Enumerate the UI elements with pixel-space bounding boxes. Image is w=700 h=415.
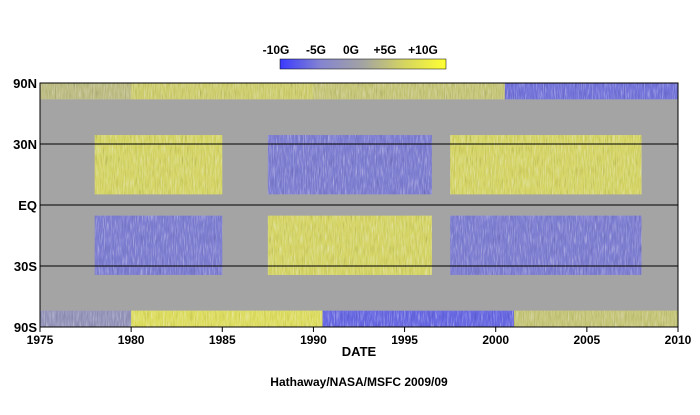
field-region xyxy=(450,135,642,195)
colorbar-label: 0G xyxy=(343,43,359,57)
field-region xyxy=(267,215,432,275)
x-tick-label: 1975 xyxy=(27,333,54,347)
colorbar-label: -5G xyxy=(306,43,326,57)
field-region xyxy=(40,83,132,100)
x-tick-label: 2010 xyxy=(665,333,692,347)
field-region xyxy=(94,215,223,275)
colorbar-label: +5G xyxy=(373,43,396,57)
colorbar: -10G -5G 0G +5G +10G xyxy=(263,43,447,70)
footer-credit: Hathaway/NASA/MSFC 2009/09 xyxy=(270,375,448,389)
field-region xyxy=(450,215,642,275)
field-region xyxy=(504,83,678,100)
x-tick-label: 1980 xyxy=(118,333,145,347)
field-region xyxy=(513,310,678,327)
y-tick-label: 30S xyxy=(14,259,37,274)
colorbar-label: +10G xyxy=(408,43,438,57)
field-region xyxy=(322,310,514,327)
field-region xyxy=(313,83,505,100)
field-region xyxy=(267,135,432,195)
x-tick-label: 2005 xyxy=(574,333,601,347)
field-region xyxy=(40,310,132,327)
x-tick-label: 1990 xyxy=(300,333,327,347)
x-axis-label: DATE xyxy=(342,344,377,359)
y-tick-label: 90S xyxy=(14,320,37,335)
plot-frame xyxy=(39,82,679,328)
colorbar-gradient xyxy=(279,58,447,70)
y-tick-label: 90N xyxy=(13,76,37,91)
field-region xyxy=(94,135,223,195)
x-tick-label: 2000 xyxy=(482,333,509,347)
y-tick-label: EQ xyxy=(18,198,37,213)
plot-area xyxy=(39,82,679,328)
x-tick-label: 1995 xyxy=(391,333,418,347)
field-region xyxy=(131,83,314,100)
x-tick-label: 1985 xyxy=(209,333,236,347)
colorbar-label: -10G xyxy=(263,43,290,57)
field-region xyxy=(131,310,323,327)
y-tick-label: 30N xyxy=(13,137,37,152)
